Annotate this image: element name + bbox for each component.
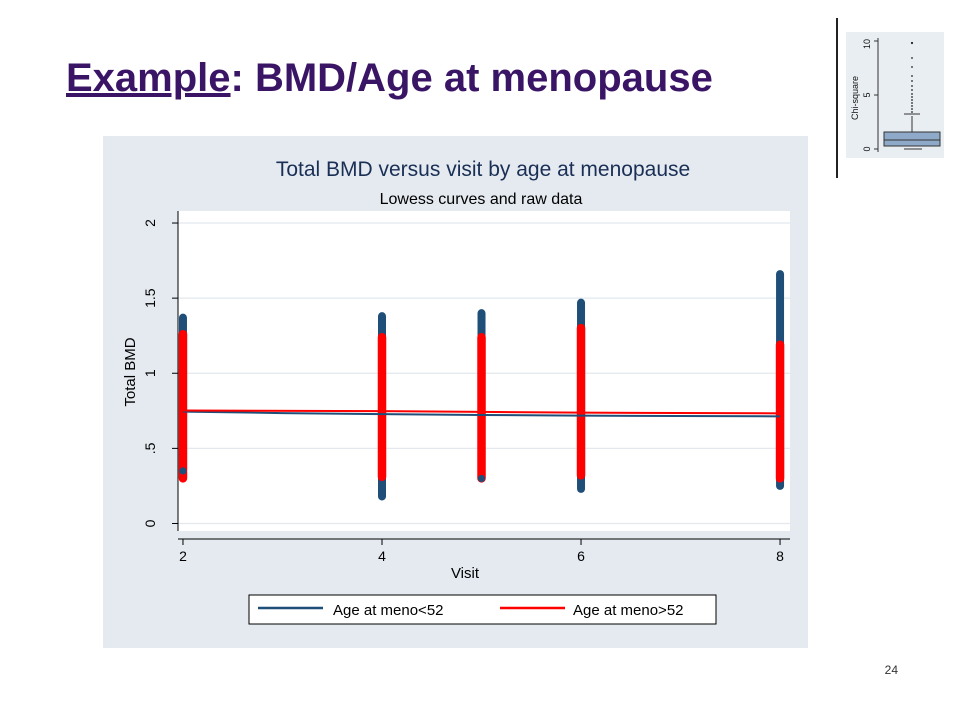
y-tick-label: 2	[142, 219, 158, 227]
raw-data-points	[178, 270, 785, 501]
bmd-scatter-chart: Total BMD versus visit by age at menopau…	[103, 136, 808, 648]
raw-point	[577, 471, 585, 480]
thumbnail-svg: 0 5 10 Chi-square	[846, 32, 944, 158]
thumbnail-ylabel: Chi-square	[850, 76, 860, 120]
raw-point-extreme	[378, 312, 386, 320]
chart-subtitle: Lowess curves and raw data	[380, 191, 583, 208]
raw-point-extreme	[179, 314, 187, 322]
y-axis-label: Total BMD	[122, 337, 139, 406]
y-tick-label: 1.5	[142, 288, 158, 308]
slide-title: Example: BMD/Age at menopause	[66, 56, 713, 101]
legend-box	[248, 594, 717, 625]
chi-square-boxplot-thumbnail: 0 5 10 Chi-square	[846, 32, 944, 158]
raw-point	[378, 333, 386, 341]
legend-label-meno-gt52: Age at meno>52	[573, 602, 684, 619]
thumbnail-box	[883, 131, 941, 147]
raw-point-extreme	[477, 474, 486, 483]
page-number: 24	[884, 663, 898, 677]
lowess-curves	[182, 409, 781, 418]
lowess-curve	[182, 410, 781, 418]
raw-point	[378, 473, 386, 481]
chart-title: Total BMD versus visit by age at menopau…	[276, 158, 690, 181]
raw-point-extreme	[776, 482, 784, 490]
raw-point	[179, 474, 187, 483]
raw-point-extreme	[477, 309, 486, 317]
y-tick-label: .5	[142, 442, 158, 454]
raw-point-extreme	[776, 270, 784, 278]
y-tick-label: 1	[142, 369, 158, 377]
raw-point-extreme	[378, 492, 386, 501]
y-tick-label: 0	[142, 519, 158, 527]
raw-point	[179, 330, 187, 338]
chart-panel: Total BMD versus visit by age at menopau…	[103, 136, 808, 648]
x-tick-label: 6	[577, 548, 585, 564]
legend: Age at meno<52 Age at meno>52	[248, 594, 717, 625]
axes: 0 .5 1 1.5 2 2 4 6 8	[142, 211, 790, 564]
raw-point	[577, 324, 585, 332]
x-tick-label: 2	[179, 548, 187, 564]
slide-title-prefix: Example	[66, 56, 231, 100]
x-tick-label: 8	[776, 548, 784, 564]
raw-point	[776, 341, 784, 349]
raw-point	[776, 474, 784, 483]
lowess-curve	[182, 409, 781, 415]
raw-point-extreme	[577, 485, 585, 493]
x-axis-label: Visit	[451, 565, 480, 582]
x-tick-label: 4	[378, 548, 386, 564]
thumbnail-tick-10: 10	[862, 39, 872, 49]
decorative-vertical-rule	[836, 18, 838, 178]
thumbnail-tick-0: 0	[862, 146, 872, 151]
raw-point	[477, 333, 486, 341]
thumbnail-tick-5: 5	[862, 92, 872, 97]
raw-point-extreme	[577, 299, 585, 307]
raw-point-extreme	[179, 467, 187, 475]
slide-title-rest: : BMD/Age at menopause	[230, 56, 713, 100]
legend-label-meno-lt52: Age at meno<52	[333, 602, 444, 619]
